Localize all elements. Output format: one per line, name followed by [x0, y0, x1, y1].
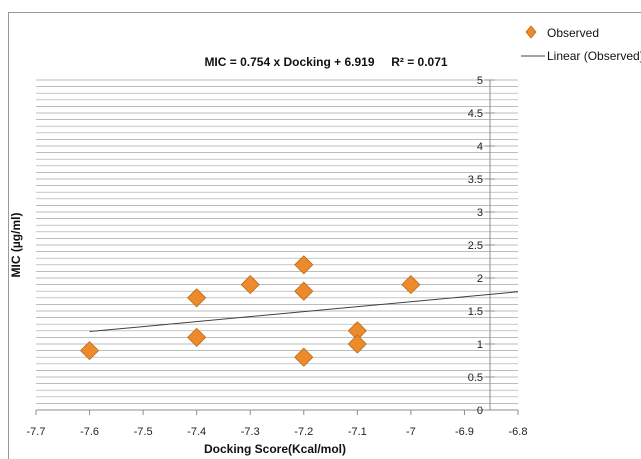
trendline-layer — [89, 291, 519, 333]
y-tick-labels: 0 0.5 1 1.5 2 2.5 3 3.5 4 4.5 5 — [468, 75, 495, 417]
x-tick-label: -7 — [406, 426, 416, 438]
legend-item-linear: Linear (Observed) — [521, 49, 641, 63]
legend-item-observed: Observed — [525, 25, 599, 40]
x-tick-label: -7.5 — [134, 426, 153, 438]
x-tick-label: -7.1 — [348, 426, 367, 438]
x-tick-label: -7.3 — [241, 426, 260, 438]
gridlines — [36, 79, 518, 404]
data-point — [187, 288, 207, 308]
y-tick-label: 4 — [477, 141, 483, 153]
x-tick-label: -6.8 — [509, 426, 528, 438]
y-tick-label: 0.5 — [468, 372, 483, 384]
legend-label-observed: Observed — [547, 26, 599, 40]
y-tick-label: 3 — [477, 207, 483, 219]
y-tick-label: 4.5 — [468, 108, 483, 120]
y-tick-label: 3.5 — [468, 174, 483, 186]
y-tick-label: 2 — [477, 273, 483, 285]
x-tick-labels: -7.7 -7.6 -7.5 -7.4 -7.3 -7.2 -7.1 -7 -6.9 -6.8 — [27, 410, 528, 438]
x-tick-label: -6.9 — [455, 426, 474, 438]
data-point — [79, 341, 100, 361]
data-point — [187, 327, 207, 347]
y-tick-label: 5 — [477, 75, 483, 87]
chart-title: MIC = 0.754 x Docking + 6.919 R² = 0.071 — [204, 55, 447, 69]
x-tick-label: -7.2 — [294, 426, 313, 438]
x-tick-label: -7.4 — [187, 426, 206, 438]
data-point — [294, 281, 314, 301]
y-tick-label: 1.5 — [468, 306, 483, 318]
y-tick-label: 2.5 — [468, 240, 483, 252]
data-point — [240, 275, 260, 295]
chart-frame — [8, 12, 641, 459]
x-tick-label: -7.7 — [27, 426, 46, 438]
y-axis-label: MIC (µg/ml) — [9, 213, 23, 278]
data-point — [294, 347, 314, 367]
legend: Observed Linear (Observed) — [521, 25, 641, 63]
trendline — [89, 291, 519, 333]
y-tick-label: 1 — [477, 339, 483, 351]
data-point — [401, 275, 421, 295]
data-points — [79, 255, 421, 367]
legend-marker-observed — [525, 25, 537, 39]
data-point — [347, 334, 367, 354]
x-tick-label: -7.6 — [80, 426, 99, 438]
x-axis-label: Docking Score(Kcal/mol) — [204, 442, 346, 456]
data-point — [294, 255, 314, 275]
legend-label-linear: Linear (Observed) — [547, 49, 641, 63]
y-tick-label: 0 — [477, 405, 483, 417]
